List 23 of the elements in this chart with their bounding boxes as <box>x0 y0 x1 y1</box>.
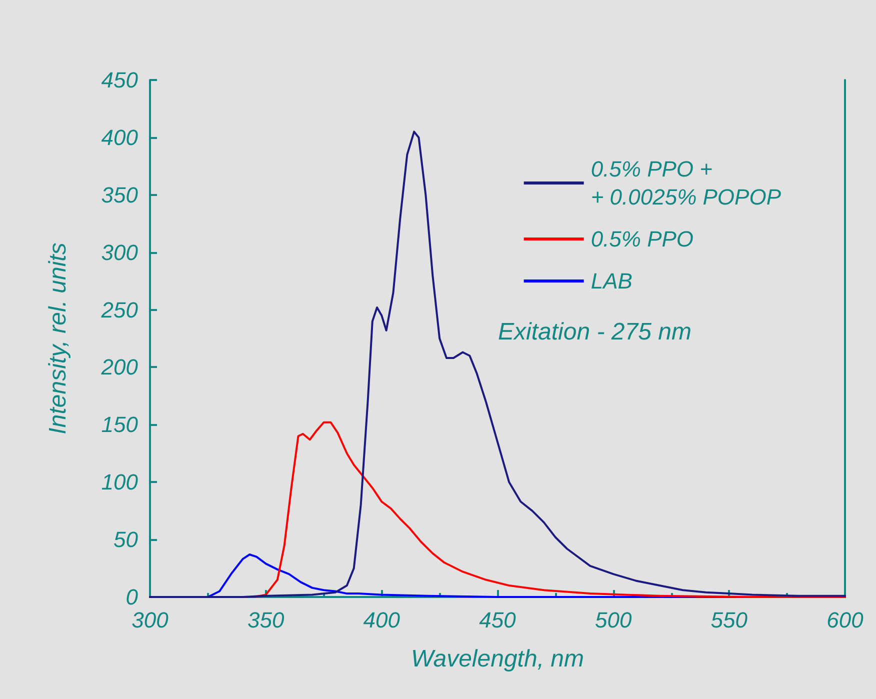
y-tick-label: 100 <box>101 470 139 495</box>
x-axis-title: Wavelength, nm <box>411 646 584 672</box>
legend-label: 0.5% PPO + + 0.0025% POPOP <box>590 156 782 210</box>
x-tick-label: 450 <box>479 608 517 632</box>
y-tick-label: 50 <box>114 527 139 552</box>
legend-label: 0.5% PPO <box>590 226 694 252</box>
y-tick-label: 0 <box>126 584 139 610</box>
y-tick-label: 250 <box>100 297 139 322</box>
y-tick-label: 350 <box>101 182 139 208</box>
y-tick-label: 450 <box>101 68 139 92</box>
annotation: Exitation - 275 nm <box>498 318 692 346</box>
y-tick-label: 200 <box>100 354 139 380</box>
x-tick-label: 400 <box>363 608 401 632</box>
x-tick-label: 300 <box>132 608 170 632</box>
legend-label: LAB <box>590 268 632 294</box>
y-tick-label: 400 <box>101 124 139 150</box>
y-axis-title: Intensity, rel. units <box>44 242 72 434</box>
x-tick-label: 600 <box>826 608 864 632</box>
x-tick-label: 550 <box>710 608 748 632</box>
x-tick-label: 500 <box>594 608 632 632</box>
y-tick-label: 150 <box>101 412 139 438</box>
x-tick-label: 350 <box>247 608 285 632</box>
y-tick-label: 300 <box>101 240 139 265</box>
